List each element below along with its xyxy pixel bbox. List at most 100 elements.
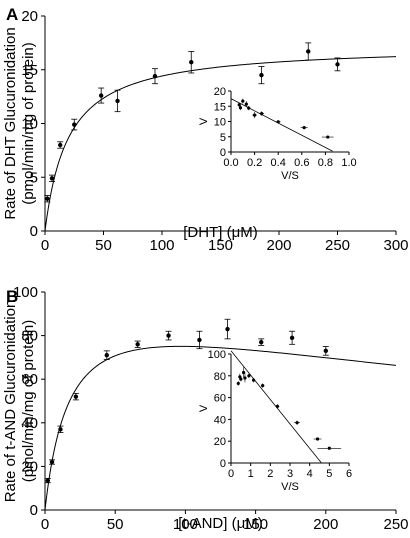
inset-y-tick-label: 40 xyxy=(214,414,226,426)
data-point xyxy=(225,326,230,332)
inset-x-tick-label: 6 xyxy=(346,468,352,480)
inset-data-point xyxy=(315,437,320,441)
y-tick-label: 60 xyxy=(21,371,38,388)
data-point xyxy=(166,333,171,338)
data-point xyxy=(72,122,77,127)
data-point xyxy=(289,335,295,340)
data-point xyxy=(98,93,104,98)
inset-x-tick-label: 4 xyxy=(307,468,313,480)
inset-y-tick-label: 80 xyxy=(214,371,226,383)
x-tick-label: 200 xyxy=(313,516,338,533)
inset-data-point xyxy=(239,377,243,381)
inset-data-point xyxy=(241,370,246,375)
x-tick-label: 50 xyxy=(95,237,112,254)
inset-y-tick-label: 0 xyxy=(220,147,226,159)
x-tick-label: 0 xyxy=(41,237,49,254)
inset-data-point xyxy=(247,106,251,110)
y-tick-label: 20 xyxy=(21,458,38,475)
inset-data-point xyxy=(275,404,280,408)
y-tick-label: 20 xyxy=(21,8,38,25)
inset-data-point xyxy=(253,113,257,117)
data-point xyxy=(58,427,63,432)
inset-x-tick-label: 0.2 xyxy=(247,157,262,169)
data-point xyxy=(259,72,264,78)
y-axis-subtitle: (pmol/min/mg of protein) xyxy=(20,42,37,205)
x-tick-label: 0 xyxy=(41,516,49,533)
y-tick-label: 80 xyxy=(21,328,38,345)
x-tick-label: 250 xyxy=(383,516,408,533)
inset-x-tick-label: 2 xyxy=(267,468,273,480)
data-point xyxy=(306,49,311,54)
inset-data-point xyxy=(247,374,251,378)
x-axis-title: [DHT] (μM) xyxy=(183,224,257,241)
inset-x-tick-label: 1.0 xyxy=(341,157,356,169)
inset-y-tick-label: 10 xyxy=(214,117,226,129)
inset-x-tick-label: 0.8 xyxy=(318,157,333,169)
inset-y-tick-label: 5 xyxy=(220,132,226,144)
panel-label: A xyxy=(6,5,18,24)
data-point xyxy=(135,342,140,347)
inset-data-point xyxy=(237,103,241,107)
data-point xyxy=(49,459,55,465)
inset-data-point xyxy=(243,376,247,380)
y-tick-label: 100 xyxy=(13,284,38,301)
x-tick-label: 100 xyxy=(149,237,174,254)
inset-data-point xyxy=(327,446,331,450)
inset-x-tick-label: 0.0 xyxy=(223,157,238,169)
inset-data-point xyxy=(238,106,243,110)
data-point xyxy=(45,196,50,201)
inset-data-point xyxy=(326,135,330,139)
inset-x-tick-label: 3 xyxy=(287,468,293,480)
data-point xyxy=(335,62,340,67)
inset-data-point xyxy=(236,381,240,386)
x-tick-label: 250 xyxy=(325,237,350,254)
fit-curve xyxy=(44,56,397,232)
x-tick-label: 200 xyxy=(266,237,291,254)
inset-x-tick-label: 1 xyxy=(248,468,254,480)
y-axis-title: Rate of DHT Glucuronidation xyxy=(2,27,19,219)
panel-label: B xyxy=(6,287,18,306)
data-point xyxy=(104,353,109,358)
y-tick-label: 15 xyxy=(21,62,38,79)
y-axis-subtitle: (pmol/min/mg of protein) xyxy=(20,320,37,483)
data-point xyxy=(152,74,158,79)
inset-x-tick-label: 0.6 xyxy=(294,157,309,169)
inset-x-axis-title: V/S xyxy=(281,481,299,493)
x-tick-label: 150 xyxy=(243,516,268,533)
inset-x-tick-label: 0.4 xyxy=(271,157,286,169)
inset-y-tick-label: 20 xyxy=(214,436,226,448)
x-tick-label: 300 xyxy=(383,237,408,254)
inset-y-tick-label: 100 xyxy=(208,349,226,361)
x-tick-label: 50 xyxy=(107,516,124,533)
inset-y-tick-label: 20 xyxy=(214,86,226,98)
y-tick-label: 40 xyxy=(21,415,38,432)
inset-data-point xyxy=(244,102,248,106)
inset-y-tick-label: 60 xyxy=(214,393,226,405)
inset-x-tick-label: 0 xyxy=(228,468,234,480)
x-axis-title: [t-AND] (μM) xyxy=(178,515,262,532)
data-point xyxy=(189,60,194,65)
inset-y-axis-title: V xyxy=(198,404,210,412)
y-tick-label: 0 xyxy=(30,502,38,519)
data-point xyxy=(197,337,202,343)
inset-x-axis-title: V/S xyxy=(281,170,299,182)
y-tick-label: 5 xyxy=(30,169,38,186)
data-point xyxy=(259,339,264,345)
inset-data-point xyxy=(260,111,264,116)
data-point xyxy=(49,176,55,181)
data-point xyxy=(323,348,328,354)
y-tick-label: 0 xyxy=(30,223,38,240)
inset-x-tick-label: 5 xyxy=(326,468,332,480)
inset-data-point xyxy=(302,126,306,130)
inset-data-point xyxy=(261,384,265,388)
data-point xyxy=(115,98,120,104)
inset-data-point xyxy=(276,120,280,124)
fit-curve xyxy=(44,345,397,511)
inset-y-tick-label: 0 xyxy=(220,458,226,470)
inset-data-point xyxy=(295,421,299,425)
inset-data-point xyxy=(252,378,256,382)
x-tick-label: 100 xyxy=(173,516,198,533)
